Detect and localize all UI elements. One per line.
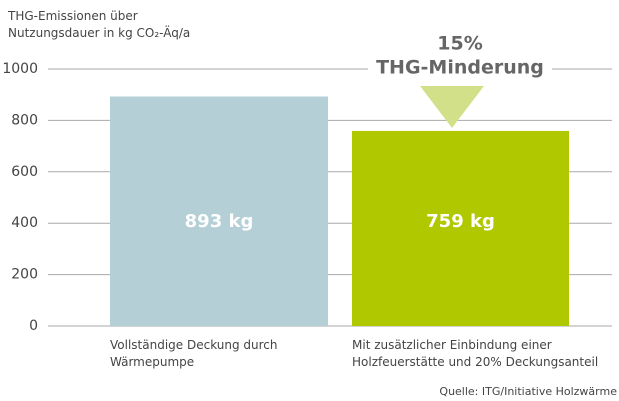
bar — [110, 96, 328, 327]
bar — [352, 130, 569, 326]
annotation: 15% — [437, 33, 482, 55]
x-tick-label: Mit zusätzlicher Einbindung einer Holzfe… — [352, 338, 599, 369]
source: Quelle: ITG/Initiative Holzwärme — [439, 385, 617, 398]
annotation: THG-Minderung — [376, 57, 544, 79]
value-label: 759 kg — [426, 211, 495, 232]
y-axis-label: THG-Emissionen über Nutzungsdauer in kg … — [8, 9, 191, 40]
y-tick-label: 200 — [11, 267, 38, 283]
value-label: 893 kg — [185, 211, 254, 232]
x-tick-label: Vollständige Deckung durch Wärmepumpe — [110, 338, 278, 369]
y-tick-label: 1000 — [2, 61, 38, 77]
y-tick-label: 800 — [11, 112, 38, 128]
annotation-background — [368, 63, 552, 75]
y-tick-label: 0 — [29, 318, 38, 334]
annotation-arrow — [420, 86, 484, 128]
y-tick-label: 600 — [11, 164, 38, 180]
y-tick-label: 400 — [11, 215, 38, 231]
